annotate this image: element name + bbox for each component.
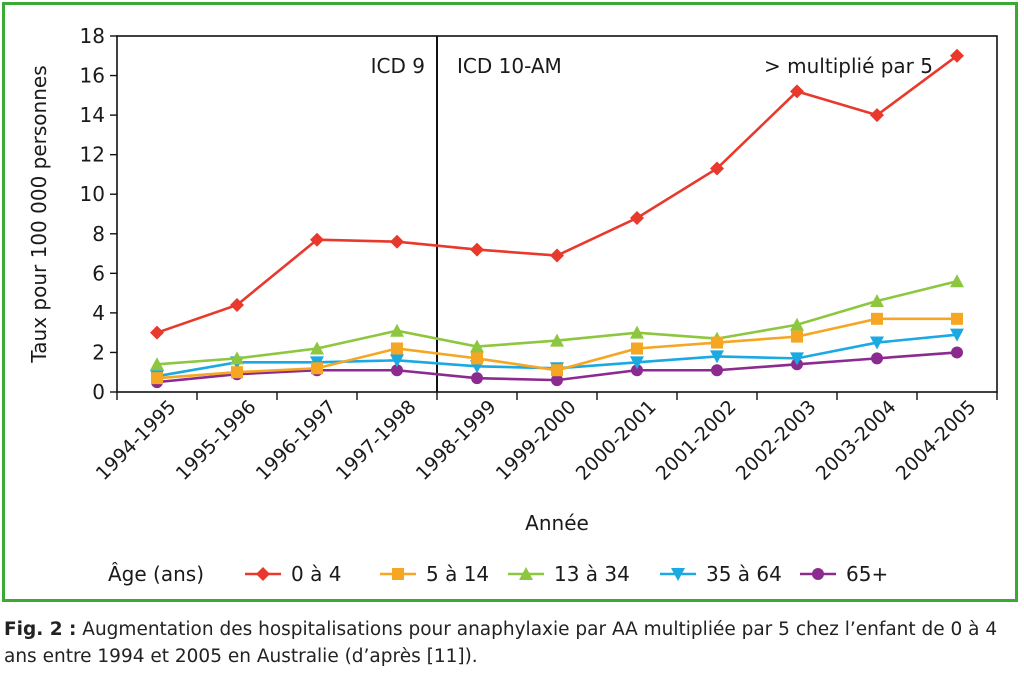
y-tick-label: 2 bbox=[92, 340, 105, 364]
data-point-13-34 bbox=[150, 357, 164, 371]
x-tick-label: 1997-1998 bbox=[332, 396, 421, 485]
data-point-0-4 bbox=[630, 210, 644, 225]
legend-swatch-marker bbox=[671, 568, 685, 581]
x-tick-label: 1995-1996 bbox=[172, 396, 261, 485]
legend-swatch-marker bbox=[519, 567, 533, 580]
data-point-0-4 bbox=[550, 248, 564, 263]
y-tick-label: 4 bbox=[92, 301, 105, 325]
data-point-0-4 bbox=[310, 232, 324, 247]
data-point-13-34 bbox=[310, 341, 324, 355]
data-point-5-14 bbox=[551, 364, 563, 377]
annotation-note: > multiplié par 5 bbox=[764, 54, 933, 78]
legend-entry-label: 0 à 4 bbox=[291, 562, 341, 586]
data-point-0-4 bbox=[390, 234, 404, 249]
data-point-65 bbox=[551, 374, 563, 387]
data-point-65 bbox=[711, 364, 723, 377]
data-point-35-64 bbox=[950, 328, 964, 342]
legend-entry-label: 13 à 34 bbox=[554, 562, 630, 586]
data-point-35-64 bbox=[790, 352, 804, 366]
figure-frame bbox=[2, 2, 1018, 602]
annotation-icd9: ICD 9 bbox=[371, 54, 425, 78]
x-tick-label: 2004-2005 bbox=[892, 396, 981, 485]
series-line-0-4 bbox=[156, 54, 958, 334]
y-tick-label: 12 bbox=[80, 143, 105, 167]
y-tick-label: 10 bbox=[80, 182, 105, 206]
legend-swatch-marker bbox=[812, 568, 824, 580]
data-point-65 bbox=[631, 364, 643, 377]
data-point-65 bbox=[951, 346, 963, 359]
data-point-5-14 bbox=[871, 312, 883, 325]
caption-text: Augmentation des hospitalisations pour a… bbox=[4, 619, 998, 667]
data-point-0-4 bbox=[230, 297, 244, 312]
data-point-13-34 bbox=[630, 325, 644, 339]
annotation-icd10: ICD 10-AM bbox=[457, 54, 562, 78]
data-point-5-14 bbox=[231, 366, 243, 379]
data-point-5-14 bbox=[151, 372, 163, 385]
data-point-35-64 bbox=[390, 354, 404, 368]
data-point-65 bbox=[871, 352, 883, 365]
legend-swatch-marker bbox=[392, 568, 404, 580]
legend-entry-label: 35 à 64 bbox=[706, 562, 782, 586]
caption-label: Fig. 2 : bbox=[4, 619, 77, 640]
legend-entry-label: 5 à 14 bbox=[426, 562, 489, 586]
series-line-13-34 bbox=[156, 279, 958, 366]
y-tick-label: 18 bbox=[80, 24, 105, 48]
data-point-5-14 bbox=[791, 330, 803, 343]
data-point-0-4 bbox=[470, 242, 484, 257]
data-point-13-34 bbox=[470, 339, 484, 353]
data-point-35-64 bbox=[870, 336, 884, 350]
legend-entry-label: 65+ bbox=[846, 562, 888, 586]
y-tick-label: 14 bbox=[80, 103, 105, 127]
data-point-13-34 bbox=[790, 317, 804, 331]
x-tick-label: 1994-1995 bbox=[92, 396, 181, 485]
line-chart: 0 2 4 6 8 10 12 14 16 18 1994-19951995-19961996-19… bbox=[27, 24, 998, 586]
legend-swatch-marker bbox=[256, 567, 270, 581]
data-point-65 bbox=[391, 364, 403, 377]
data-point-0-4 bbox=[870, 108, 884, 123]
x-axis-title: Année bbox=[525, 511, 589, 535]
x-tick-label: 2000-2001 bbox=[572, 396, 661, 485]
data-point-13-34 bbox=[870, 294, 884, 308]
data-point-13-34 bbox=[550, 333, 564, 347]
x-tick-label: 1999-2000 bbox=[492, 396, 581, 485]
data-point-13-34 bbox=[230, 351, 244, 365]
data-point-5-14 bbox=[311, 362, 323, 375]
data-point-13-34 bbox=[390, 323, 404, 337]
data-point-5-14 bbox=[711, 336, 723, 349]
x-tick-label: 2003-2004 bbox=[812, 396, 901, 485]
x-tick-label: 1996-1997 bbox=[252, 396, 341, 485]
data-point-35-64 bbox=[710, 350, 724, 364]
y-tick-label: 8 bbox=[92, 222, 105, 246]
data-point-5-14 bbox=[471, 352, 483, 365]
data-point-5-14 bbox=[951, 312, 963, 325]
data-point-0-4 bbox=[150, 325, 164, 340]
legend-title: Âge (ans) bbox=[108, 562, 204, 586]
y-tick-label: 6 bbox=[92, 261, 105, 285]
plot-area bbox=[116, 35, 998, 393]
data-point-0-4 bbox=[710, 161, 724, 176]
x-tick-label: 1998-1999 bbox=[412, 396, 501, 485]
data-point-5-14 bbox=[631, 342, 643, 355]
y-axis-title: Taux pour 100 000 personnes bbox=[27, 65, 51, 363]
data-point-13-34 bbox=[950, 274, 964, 288]
data-point-35-64 bbox=[630, 356, 644, 370]
y-tick-label: 0 bbox=[92, 380, 105, 404]
x-tick-label: 2002-2003 bbox=[732, 396, 821, 485]
x-tick-label: 2001-2002 bbox=[652, 396, 741, 485]
data-point-5-14 bbox=[391, 342, 403, 355]
y-tick-label: 16 bbox=[80, 64, 105, 88]
figure-caption: Fig. 2 : Augmentation des hospitalisatio… bbox=[4, 616, 1020, 670]
data-point-65 bbox=[471, 372, 483, 385]
data-point-0-4 bbox=[950, 48, 964, 63]
data-point-0-4 bbox=[790, 84, 804, 99]
